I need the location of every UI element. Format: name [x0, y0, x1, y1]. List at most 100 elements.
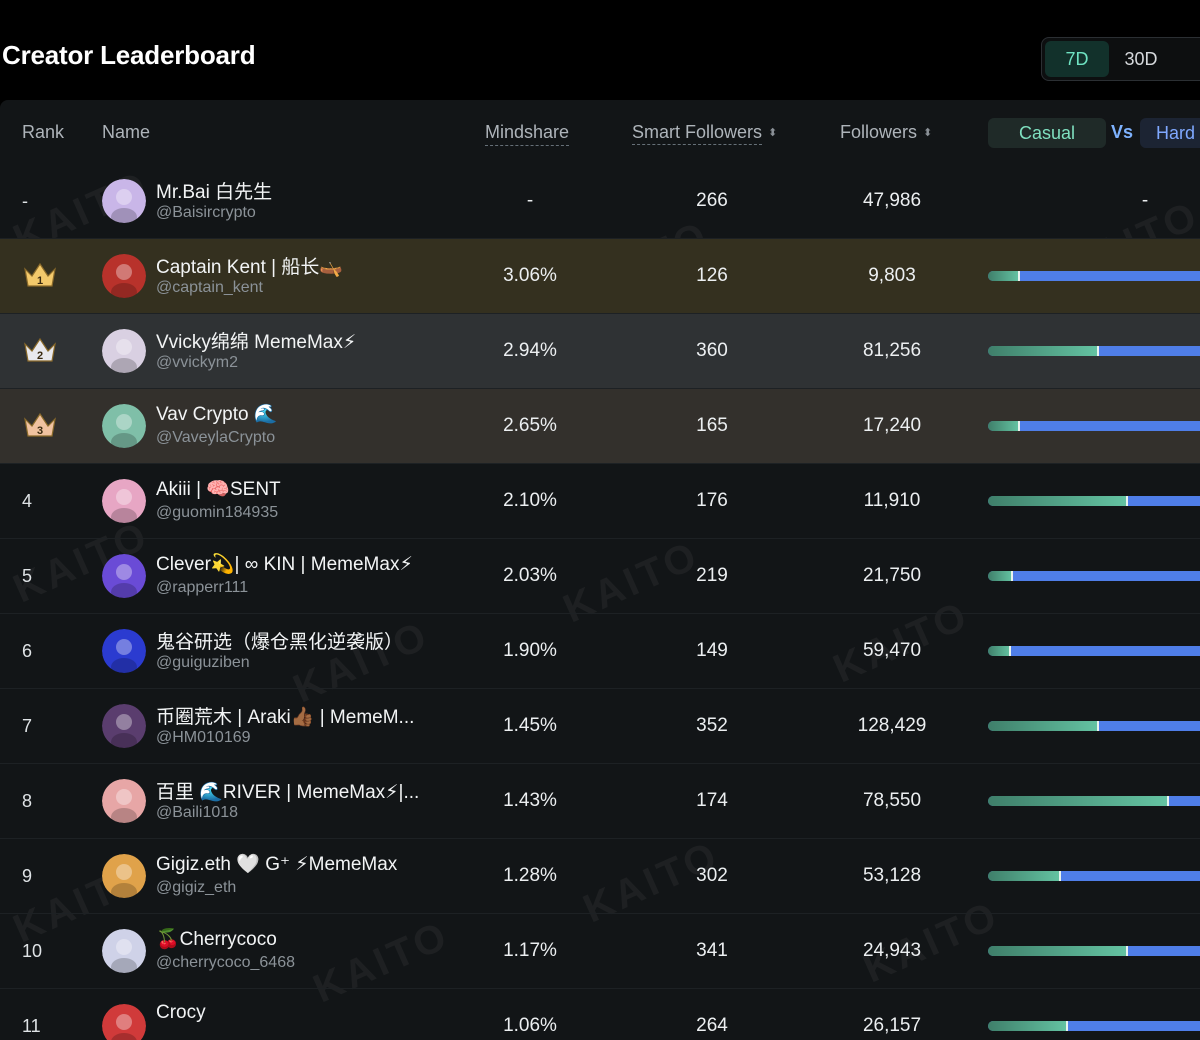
table-row[interactable]: 8 百里 🌊RIVER | MemeMax⚡|... @Baili1018 1.…: [0, 764, 1200, 839]
table-row[interactable]: 6 鬼谷研选（爆仓黑化逆袭版） @guiguziben 1.90% 149 59…: [0, 614, 1200, 689]
sort-icon[interactable]: ⬍: [923, 127, 933, 139]
table-row[interactable]: 3 Vav Crypto 🌊 @VaveylaCrypto 2.65% 165 …: [0, 389, 1200, 464]
sort-icon[interactable]: ⬍: [768, 127, 778, 139]
avatar[interactable]: [102, 254, 146, 298]
creator-handle[interactable]: @guiguziben: [156, 654, 250, 671]
creator-handle[interactable]: @HM010169: [156, 729, 251, 746]
casual-bar-fill: [988, 871, 1060, 881]
mindshare-value: 1.06%: [503, 1015, 557, 1036]
followers-value: 9,803: [868, 265, 916, 286]
creator-name[interactable]: Vvicky绵绵 MemeMax⚡: [156, 332, 357, 353]
casual-bar-marker: [1059, 871, 1061, 881]
creator-handle[interactable]: @captain_kent: [156, 279, 263, 296]
casual-bar-fill: [988, 646, 1010, 656]
creator-name[interactable]: Gigiz.eth 🤍 G⁺ ⚡MemeMax: [156, 854, 398, 875]
followers-label: Followers: [840, 122, 918, 142]
casual-bar-fill: [988, 946, 1128, 956]
followers-header[interactable]: Followers ⬍: [840, 122, 932, 143]
name-header: Name: [102, 122, 151, 142]
avatar[interactable]: [102, 704, 146, 748]
followers-value: 53,128: [862, 865, 922, 886]
creator-handle[interactable]: @VaveylaCrypto: [156, 429, 276, 446]
smart-followers-value: 360: [696, 340, 728, 361]
avatar[interactable]: [102, 404, 146, 448]
table-row[interactable]: 4 Akiii | 🧠SENT @guomin184935 2.10% 176 …: [0, 464, 1200, 539]
creator-handle[interactable]: @gigiz_eth: [156, 879, 237, 896]
casual-hard-bar: [988, 496, 1200, 506]
creator-handle[interactable]: @rapperr111: [156, 579, 249, 596]
crown-rank-number: 3: [37, 425, 43, 437]
creator-handle[interactable]: @Baisircrypto: [156, 204, 256, 221]
creator-name[interactable]: Mr.Bai 白先生: [156, 182, 273, 203]
followers-value: 81,256: [862, 340, 922, 361]
crown-rank-number: 1: [37, 275, 43, 287]
casual-hard-bar: [988, 271, 1200, 281]
creator-name[interactable]: Crocy: [156, 1002, 206, 1023]
casual-hard-bar: [988, 1021, 1200, 1031]
casual-bar-marker: [1018, 271, 1021, 281]
creator-handle[interactable]: @Baili1018: [156, 804, 239, 821]
rank-header: Rank: [22, 122, 65, 142]
table-row[interactable]: 1 Captain Kent | 船长🛶 @captain_kent 3.06%…: [0, 239, 1200, 314]
avatar[interactable]: [102, 629, 146, 673]
table-row[interactable]: 11 Crocy 1.06% 264 26,157: [0, 989, 1200, 1040]
casual-hard-bar: [988, 571, 1200, 581]
avatar[interactable]: [102, 179, 146, 223]
table-row[interactable]: - Mr.Bai 白先生 @Baisircrypto - 266 47,986 …: [0, 164, 1200, 239]
mindshare-value: -: [526, 190, 534, 211]
creator-handle[interactable]: @vvickym2: [156, 354, 239, 371]
smart-followers-value: 264: [696, 1015, 728, 1036]
casual-hard-empty: -: [1141, 190, 1149, 211]
avatar[interactable]: [102, 1004, 146, 1040]
avatar[interactable]: [102, 554, 146, 598]
avatar-image: [102, 854, 146, 898]
period-30d-button[interactable]: 30D: [1124, 48, 1158, 69]
mindshare-value: 2.03%: [503, 565, 557, 586]
avatar-image: [102, 629, 146, 673]
creator-name[interactable]: 鬼谷研选（爆仓黑化逆袭版）: [156, 632, 404, 653]
smart-followers-value: 126: [696, 265, 728, 286]
table-row[interactable]: 2 Vvicky绵绵 MemeMax⚡ @vvickym2 2.94% 360 …: [0, 314, 1200, 389]
casual-tab[interactable]: Casual: [988, 118, 1106, 148]
smart-followers-value: 219: [696, 565, 728, 586]
creator-name[interactable]: 🍒Cherrycoco: [156, 929, 277, 950]
casual-hard-bar: [988, 871, 1200, 881]
avatar[interactable]: [102, 329, 146, 373]
avatar[interactable]: [102, 479, 146, 523]
casual-hard-bar: [988, 646, 1200, 656]
avatar[interactable]: [102, 854, 146, 898]
mindshare-value: 1.17%: [503, 940, 557, 961]
avatar-image: [102, 554, 146, 598]
mindshare-header[interactable]: Mindshare: [485, 122, 570, 146]
table-row[interactable]: 10 🍒Cherrycoco @cherrycoco_6468 1.17% 34…: [0, 914, 1200, 989]
creator-name[interactable]: Akiii | 🧠SENT: [156, 479, 281, 500]
avatar-image: [102, 404, 146, 448]
smart-followers-value: 165: [696, 415, 728, 436]
rank-number: 8: [22, 790, 33, 811]
crown-rank-number: 2: [37, 350, 43, 362]
avatar[interactable]: [102, 779, 146, 823]
casual-bar-marker: [1066, 1021, 1069, 1031]
followers-value: 78,550: [862, 790, 922, 811]
table-row[interactable]: 9 Gigiz.eth 🤍 G⁺ ⚡MemeMax @gigiz_eth 1.2…: [0, 839, 1200, 914]
creator-name[interactable]: Captain Kent | 船长🛶: [156, 257, 344, 278]
mindshare-value: 1.90%: [503, 640, 557, 661]
avatar-image: [102, 1004, 146, 1040]
creator-name[interactable]: 百里 🌊RIVER | MemeMax⚡|...: [156, 782, 420, 803]
mindshare-value: 1.28%: [503, 865, 557, 886]
smart-followers-header[interactable]: Smart Followers ⬍: [632, 122, 778, 145]
table-row[interactable]: 5 Clever💫| ∞ KIN | MemeMax⚡ @rapperr111 …: [0, 539, 1200, 614]
period-7d-button[interactable]: 7D: [1045, 41, 1109, 77]
period-toggle: 7D 30D: [1041, 37, 1200, 81]
creator-handle[interactable]: @cherrycoco_6468: [156, 954, 295, 971]
casual-bar-fill: [988, 271, 1020, 281]
creator-name[interactable]: Vav Crypto 🌊: [156, 404, 278, 425]
creator-handle[interactable]: @guomin184935: [156, 504, 279, 521]
casual-bar-marker: [1008, 646, 1011, 656]
creator-name[interactable]: Clever💫| ∞ KIN | MemeMax⚡: [156, 554, 413, 575]
avatar[interactable]: [102, 929, 146, 973]
hard-tab[interactable]: Hard: [1140, 118, 1200, 148]
casual-hard-bar: [988, 796, 1200, 806]
table-row[interactable]: 7 币圈荒木 | Araki👍🏾 | MemeM... @HM010169 1.…: [0, 689, 1200, 764]
creator-name[interactable]: 币圈荒木 | Araki👍🏾 | MemeM...: [156, 707, 415, 728]
